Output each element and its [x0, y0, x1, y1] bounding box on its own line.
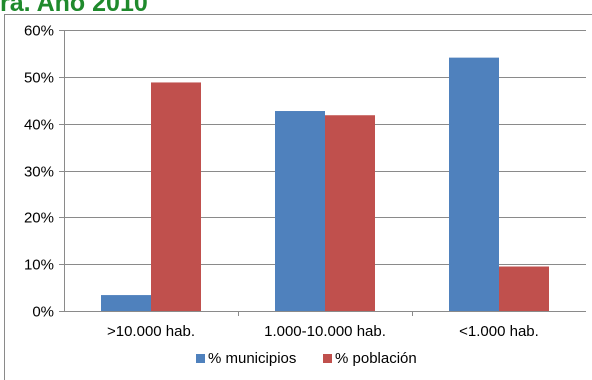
y-tick-label: 60% [24, 23, 54, 40]
bar [449, 57, 499, 311]
y-tick-label: 10% [24, 257, 54, 274]
legend-swatch [196, 354, 205, 363]
y-tick-label: 30% [24, 164, 54, 181]
y-tick-label: 40% [24, 117, 54, 134]
bar [151, 82, 201, 311]
x-tick-label: >10.000 hab. [107, 323, 195, 340]
legend-label: % municipios [208, 350, 296, 367]
x-tick-label: <1.000 hab. [459, 323, 539, 340]
y-tick-label: 50% [24, 70, 54, 87]
bar [325, 115, 375, 311]
y-tick-label: 0% [32, 304, 54, 321]
y-tick-label: 20% [24, 210, 54, 227]
page-title-partial: ra. Año 2010 [0, 0, 148, 17]
legend-swatch [323, 354, 332, 363]
bar [499, 266, 549, 311]
x-tick-label: 1.000-10.000 hab. [264, 323, 386, 340]
legend-label: % población [335, 350, 417, 367]
bar [101, 295, 151, 311]
bar [275, 111, 325, 311]
